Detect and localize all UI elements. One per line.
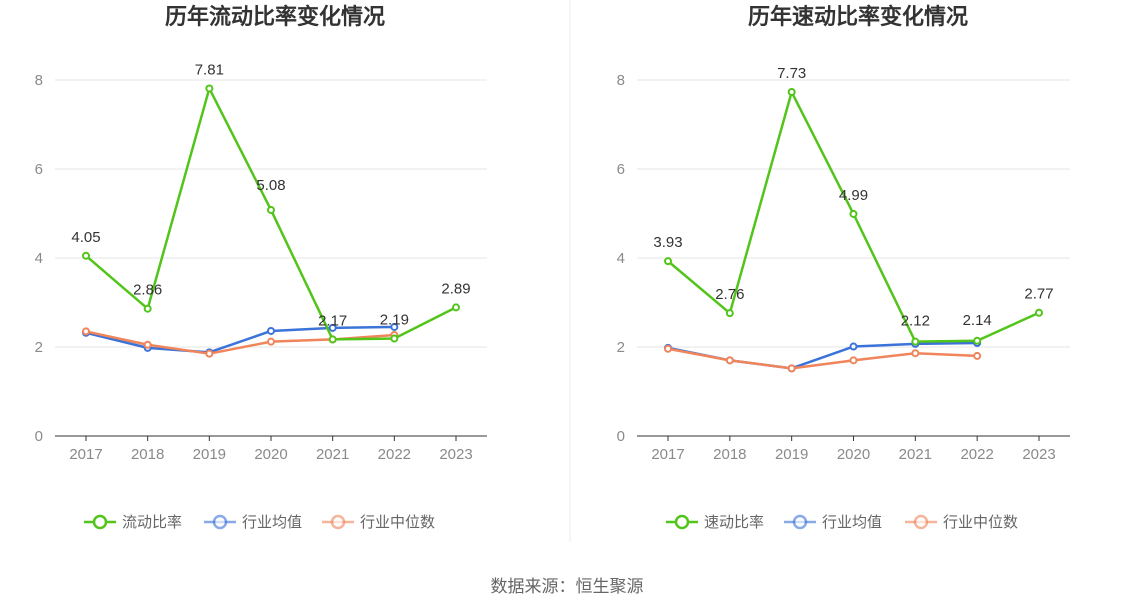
data-label: 4.99 xyxy=(839,187,868,204)
data-point[interactable] xyxy=(82,327,90,336)
y-tick-label: 0 xyxy=(617,428,625,445)
legend-label: 流动比率 xyxy=(122,514,182,531)
data-point[interactable] xyxy=(725,309,734,318)
data-point[interactable] xyxy=(664,257,672,266)
legend-item[interactable]: 行业均值 xyxy=(784,514,882,531)
data-point[interactable] xyxy=(390,322,399,331)
y-tick-label: 4 xyxy=(617,250,625,267)
series-line-industry-median xyxy=(667,347,978,370)
legend-item[interactable]: 行业中位数 xyxy=(905,514,1018,531)
x-tick-label: 2022 xyxy=(960,446,993,463)
y-tick-label: 6 xyxy=(617,161,625,178)
legend-item[interactable]: 行业中位数 xyxy=(322,514,435,531)
data-point[interactable] xyxy=(849,356,858,365)
x-tick-label: 2017 xyxy=(69,446,102,463)
data-label: 2.89 xyxy=(441,280,470,297)
data-point[interactable] xyxy=(267,205,275,214)
series-line-current-ratio xyxy=(85,87,457,341)
y-tick-label: 4 xyxy=(35,250,43,267)
y-tick-label: 8 xyxy=(617,72,625,89)
data-point[interactable] xyxy=(725,356,734,365)
data-label: 2.17 xyxy=(318,312,347,329)
data-point[interactable] xyxy=(82,251,90,260)
data-label: 2.86 xyxy=(133,282,162,299)
data-label: 4.05 xyxy=(71,229,100,246)
data-point[interactable] xyxy=(973,336,982,345)
x-tick-label: 2023 xyxy=(1022,446,1055,463)
data-label: 2.76 xyxy=(715,286,744,303)
legend-label: 速动比率 xyxy=(704,514,764,531)
legend-label: 行业中位数 xyxy=(943,514,1018,531)
quick-ratio-chart: 历年速动比率变化情况 0 2 4 6 8 2017 2018 2019 2020 2021 2022 2… xyxy=(617,4,1070,531)
legend-marker xyxy=(792,514,808,530)
x-tick-label: 2017 xyxy=(651,446,684,463)
data-label: 2.12 xyxy=(901,313,930,330)
chart-title: 历年流动比率变化情况 xyxy=(165,4,385,29)
legend-label: 行业中位数 xyxy=(360,514,435,531)
legend-marker xyxy=(913,514,929,530)
data-point[interactable] xyxy=(664,344,672,353)
series-line-industry-average xyxy=(85,325,395,354)
data-point[interactable] xyxy=(143,340,152,349)
data-point[interactable] xyxy=(205,84,214,93)
y-tick-label: 6 xyxy=(35,161,43,178)
legend-marker xyxy=(330,514,346,530)
data-label: 7.73 xyxy=(777,65,806,82)
data-point[interactable] xyxy=(911,349,920,358)
data-point[interactable] xyxy=(849,342,858,351)
data-label: 2.14 xyxy=(963,312,992,329)
data-point[interactable] xyxy=(911,337,920,346)
data-label: 3.93 xyxy=(653,234,682,251)
legend-item[interactable]: 速动比率 xyxy=(666,514,764,531)
data-point[interactable] xyxy=(787,88,796,97)
data-point[interactable] xyxy=(143,304,152,313)
data-point[interactable] xyxy=(973,351,982,360)
chart-title: 历年速动比率变化情况 xyxy=(748,4,968,29)
x-tick-label: 2019 xyxy=(775,446,808,463)
data-point[interactable] xyxy=(328,323,337,332)
data-point[interactable] xyxy=(390,334,399,343)
data-point[interactable] xyxy=(267,326,275,335)
x-tick-label: 2021 xyxy=(316,446,349,463)
current-ratio-chart: 历年流动比率变化情况 0 2 4 6 8 2017 2018 2019 2020 2021 2022 2… xyxy=(35,4,487,531)
data-label: 5.08 xyxy=(256,177,285,194)
x-tick-label: 2018 xyxy=(131,446,164,463)
data-point[interactable] xyxy=(328,335,337,344)
x-tick-label: 2019 xyxy=(193,446,226,463)
legend-label: 行业均值 xyxy=(242,514,302,531)
y-tick-label: 0 xyxy=(35,428,43,445)
legend-item[interactable]: 行业均值 xyxy=(204,514,302,531)
data-point[interactable] xyxy=(205,349,214,358)
x-tick-label: 2023 xyxy=(439,446,472,463)
y-tick-label: 2 xyxy=(35,339,43,356)
legend-label: 行业均值 xyxy=(822,514,882,531)
x-tick-label: 2018 xyxy=(713,446,746,463)
y-tick-label: 2 xyxy=(617,339,625,356)
data-point[interactable] xyxy=(787,364,796,373)
data-point[interactable] xyxy=(267,337,275,346)
legend-item[interactable]: 流动比率 xyxy=(84,514,182,531)
data-source-note: 数据来源：恒生聚源 xyxy=(491,577,644,596)
legend-marker xyxy=(674,514,690,530)
data-point[interactable] xyxy=(1035,308,1043,317)
data-label: 2.19 xyxy=(380,312,409,329)
data-point[interactable] xyxy=(849,209,858,218)
y-tick-label: 8 xyxy=(35,72,43,89)
x-tick-label: 2020 xyxy=(837,446,870,463)
x-tick-label: 2020 xyxy=(254,446,287,463)
legend-marker xyxy=(92,514,108,530)
x-tick-label: 2022 xyxy=(378,446,411,463)
data-label: 2.77 xyxy=(1024,286,1053,303)
data-label: 7.81 xyxy=(195,61,224,78)
legend-marker xyxy=(212,514,228,530)
x-tick-label: 2021 xyxy=(899,446,932,463)
data-point[interactable] xyxy=(452,303,460,312)
